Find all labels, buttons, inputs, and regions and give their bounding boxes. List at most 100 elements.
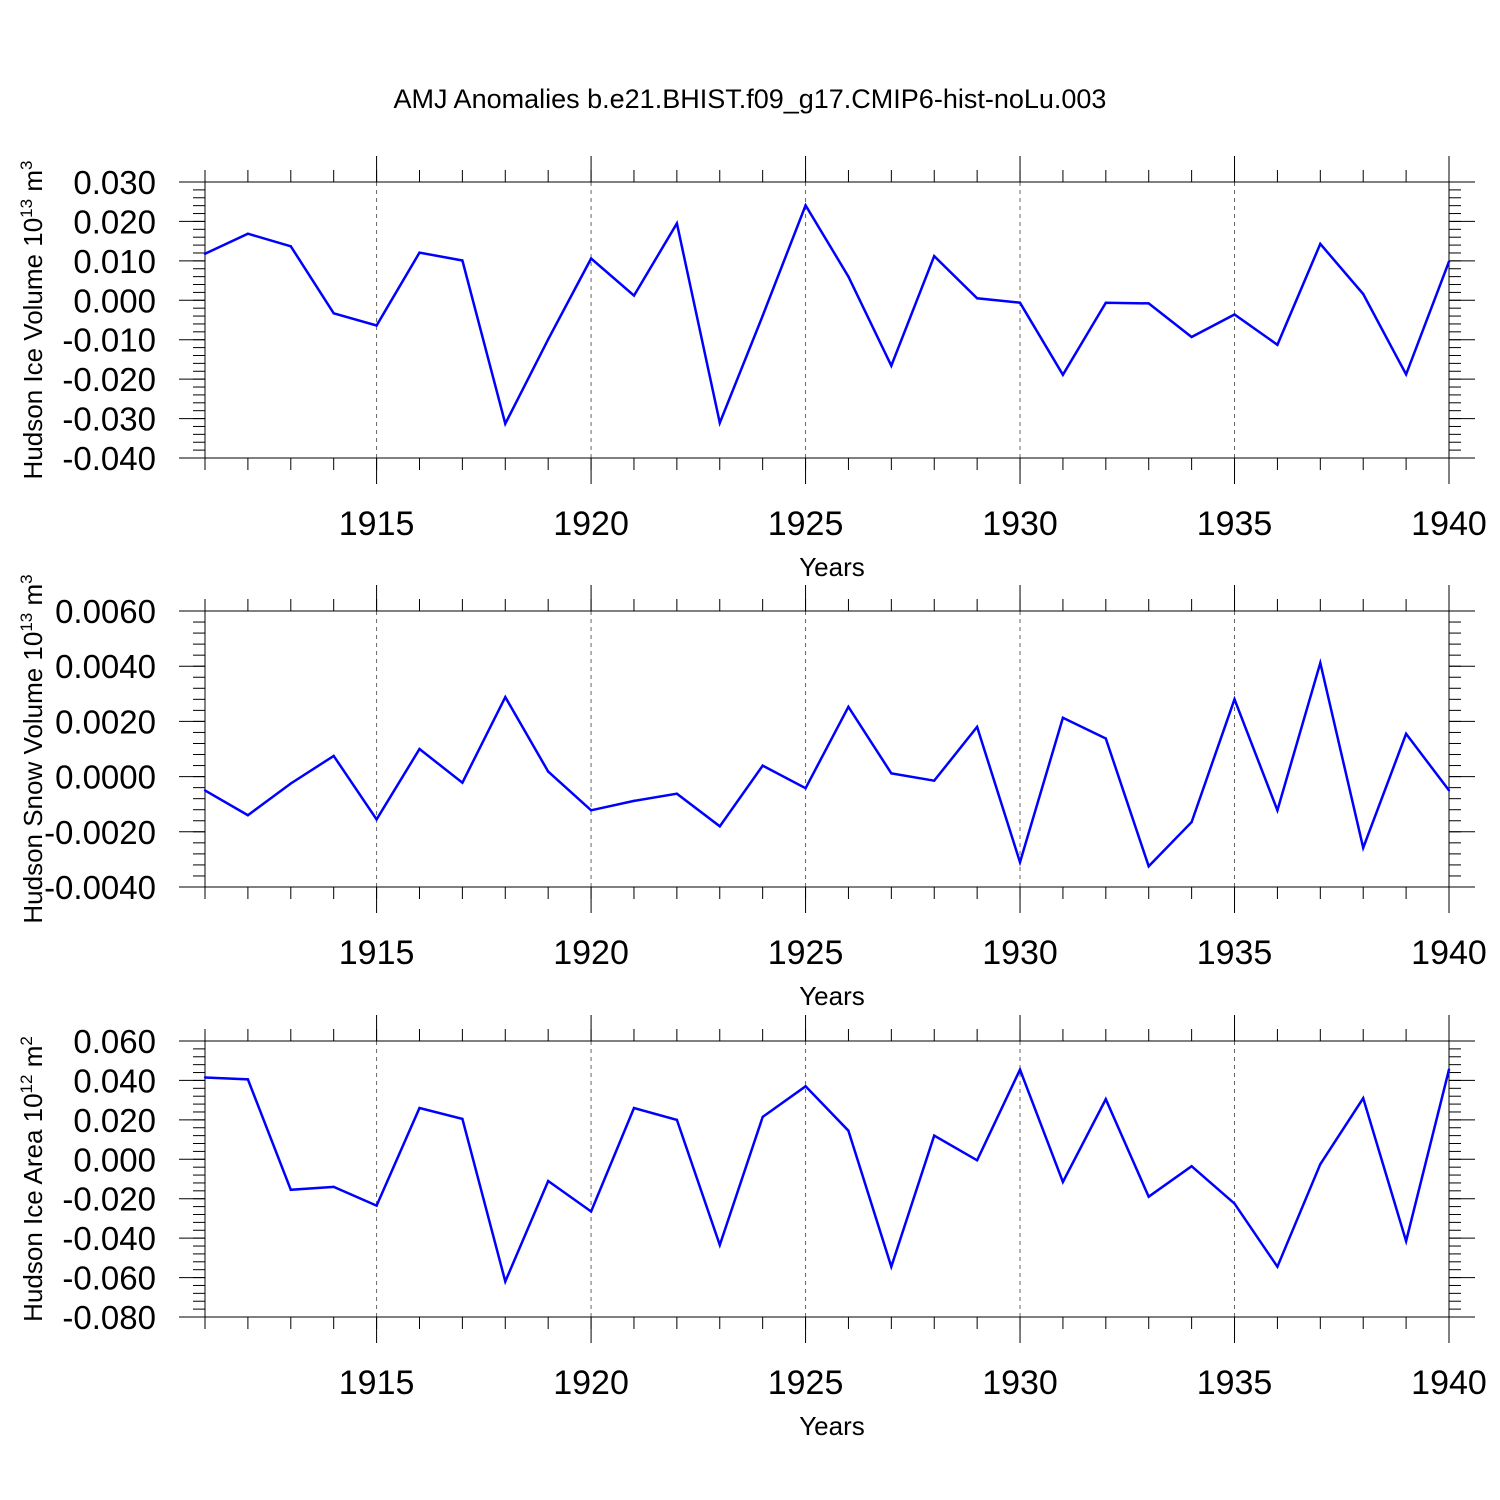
snow-volume-data-point: [332, 754, 335, 758]
ice-area-data-point: [933, 1134, 936, 1137]
ice-area-y-axis-title-main: Hudson Ice Area 10: [18, 1093, 48, 1321]
ice-area-y-axis-title-unit: m: [18, 1046, 48, 1075]
ice-volume-panel: 1915 1920 1925 1930 1935 1940 0.0300.0200.0100…: [17, 156, 1487, 582]
snow-volume-data-point: [203, 789, 207, 792]
ice-volume-y-tick-label: -0.010: [62, 322, 156, 359]
ice-volume-y-tick-label: 0.020: [73, 203, 156, 240]
snow-volume-data-point: [504, 695, 507, 699]
ice-area-data-point: [1104, 1097, 1108, 1101]
ice-volume-data-point: [1404, 373, 1408, 376]
snow-volume-y-tick-label: -0.0020: [44, 814, 156, 851]
ice-volume-y-tick-label: -0.040: [62, 440, 156, 477]
ice-volume-data-point: [675, 222, 679, 225]
ice-area-data-point: [1190, 1164, 1193, 1168]
snow-volume-data-point: [1190, 820, 1193, 824]
ice-area-y-tick-label: 0.040: [73, 1062, 156, 1099]
ice-volume-y-tick-label: 0.010: [73, 243, 156, 280]
figure-title: AMJ Anomalies b.e21.BHIST.f09_g17.CMIP6-…: [393, 84, 1107, 114]
ice-area-data-point: [1147, 1195, 1150, 1198]
snow-volume-x-tick-label: 1935: [1197, 934, 1273, 972]
ice-volume-y-tick-label: 0.030: [73, 164, 156, 201]
ice-area-data-point: [718, 1243, 721, 1247]
ice-volume-data-point: [933, 254, 936, 258]
ice-area-data-point: [375, 1204, 378, 1207]
snow-volume-data-point: [246, 814, 250, 817]
snow-volume-y-axis-title-main: Hudson Snow Volume 10: [18, 632, 48, 924]
snow-volume-data-point: [589, 809, 593, 812]
ice-area-panel: 1915 1920 1925 1930 1935 1940 0.0600.0400.0200…: [17, 1015, 1487, 1441]
ice-area-x-axis-title: Years: [799, 1411, 865, 1441]
ice-volume-data-point: [461, 259, 464, 262]
snow-volume-data-point: [375, 818, 378, 821]
ice-area-data-point: [246, 1078, 250, 1081]
ice-volume-data-point: [203, 252, 207, 255]
ice-volume-data-point: [890, 364, 893, 367]
ice-volume-x-tick-label: 1915: [339, 505, 415, 543]
ice-volume-plot-frame: [204, 181, 1450, 459]
ice-volume-data-point: [761, 314, 764, 317]
ice-volume-data-point: [847, 275, 850, 278]
ice-area-data-point: [1447, 1068, 1451, 1071]
ice-area-data-point: [890, 1265, 893, 1268]
ice-volume-x-tick-label: 1935: [1197, 505, 1273, 543]
ice-area-data-point: [418, 1106, 421, 1110]
ice-volume-data-point: [632, 294, 636, 297]
ice-area-plot-frame: [204, 1040, 1450, 1318]
ice-volume-data-point: [375, 324, 378, 327]
ice-volume-data-point: [1319, 242, 1322, 246]
ice-area-data-point: [1362, 1096, 1365, 1100]
ice-area-y-tick-label: 0.000: [73, 1141, 156, 1178]
ice-area-x-tick-label: 1920: [553, 1364, 629, 1402]
snow-volume-y-axis-title-unit: m: [18, 584, 48, 613]
snow-volume-y-tick-label: -0.0040: [44, 869, 156, 906]
ice-area-data-point: [289, 1188, 292, 1192]
ice-volume-data-point: [1018, 301, 1022, 304]
ice-area-y-axis-title-unit-exp: 2: [17, 1036, 36, 1045]
snow-volume-data-point: [933, 779, 936, 782]
ice-area-x-tick-label: 1935: [1197, 1364, 1273, 1402]
snow-volume-data-point: [289, 782, 292, 785]
ice-volume-y-tick-label: -0.030: [62, 401, 156, 438]
snow-volume-data-point: [1147, 865, 1150, 868]
ice-volume-x-tick-label: 1940: [1411, 505, 1487, 543]
snow-volume-data-point: [761, 764, 764, 767]
ice-volume-x-tick-label: 1925: [768, 505, 844, 543]
ice-area-data-point: [332, 1185, 335, 1189]
snow-volume-y-tick-label: 0.0000: [55, 759, 156, 796]
ice-area-y-tick-label: -0.040: [62, 1220, 156, 1257]
snow-volume-data-point: [1447, 789, 1451, 792]
ice-area-data-point: [847, 1129, 850, 1132]
snow-volume-x-axis-title: Years: [799, 981, 865, 1011]
ice-volume-series-line: [204, 202, 1451, 428]
ice-area-data-point: [1404, 1239, 1408, 1243]
ice-area-data-point: [1319, 1163, 1322, 1166]
ice-area-y-axis-title: Hudson Ice Area 1012 m2: [17, 1036, 48, 1322]
ice-volume-data-point: [1104, 301, 1108, 304]
snow-volume-plot-frame: [204, 610, 1450, 888]
ice-volume-y-tick-label: 0.000: [73, 282, 156, 319]
ice-volume-data-point: [589, 257, 593, 260]
ice-area-data-point: [804, 1085, 807, 1088]
ice-area-y-tick-label: 0.020: [73, 1102, 156, 1139]
snow-volume-y-axis-title-unit-exp: 3: [17, 574, 36, 583]
ice-area-data-point: [632, 1106, 636, 1110]
snow-volume-y-axis-title-exp: 13: [17, 613, 36, 632]
snow-volume-data-point: [718, 825, 721, 828]
snow-volume-y-tick-label: 0.0060: [55, 593, 156, 630]
snow-volume-data-point: [546, 770, 550, 773]
ice-area-x-tick-label: 1930: [982, 1364, 1058, 1402]
ice-area-data-point: [461, 1117, 464, 1121]
ice-volume-y-axis-title-unit: m: [18, 170, 48, 199]
snow-volume-data-point: [890, 772, 893, 775]
ice-volume-data-point: [504, 422, 507, 425]
snow-volume-x-tick-label: 1925: [768, 934, 844, 972]
snow-volume-y-tick-label: 0.0020: [55, 703, 156, 740]
ice-volume-data-point: [1233, 313, 1236, 316]
ice-volume-y-axis-title-exp: 13: [17, 199, 36, 218]
ice-volume-data-point: [246, 232, 250, 235]
ice-volume-data-point: [804, 204, 807, 207]
ice-area-y-tick-label: -0.080: [62, 1299, 156, 1336]
snow-volume-y-axis-title: Hudson Snow Volume 1013 m3: [17, 574, 48, 923]
snow-volume-data-point: [804, 786, 807, 790]
ice-area-y-tick-label: -0.060: [62, 1260, 156, 1297]
